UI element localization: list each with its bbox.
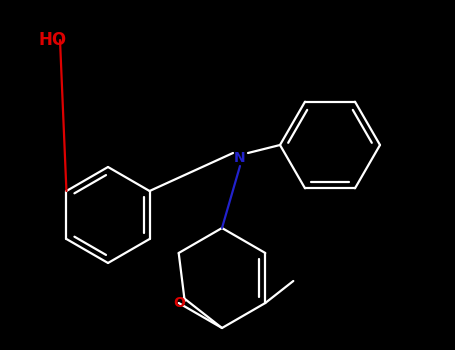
Text: N: N <box>234 151 246 165</box>
Text: HO: HO <box>38 31 66 49</box>
Text: O: O <box>173 296 185 310</box>
